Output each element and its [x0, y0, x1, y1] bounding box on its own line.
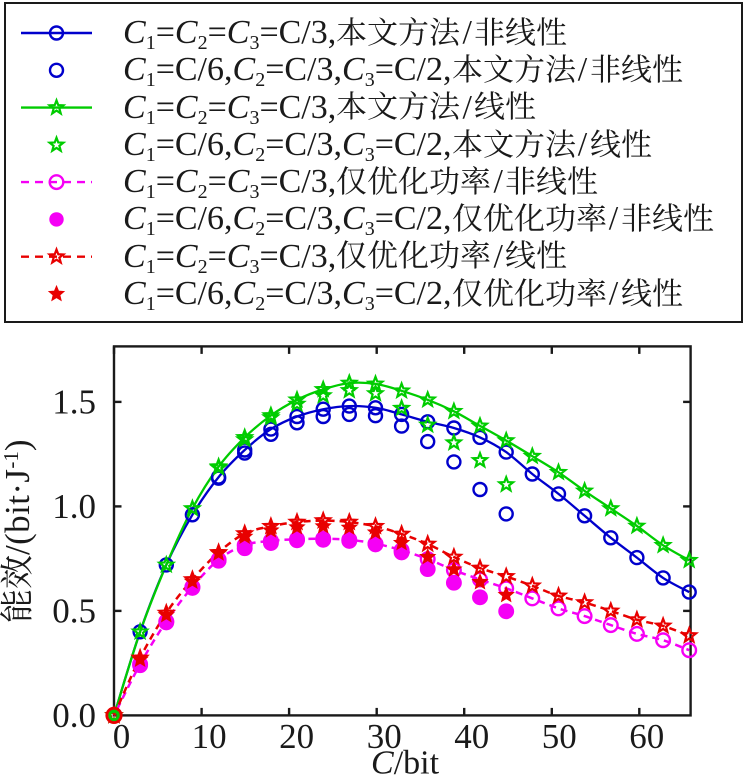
svg-text:1.5: 1.5 [52, 383, 96, 422]
svg-text:30: 30 [367, 717, 402, 756]
svg-text:1.0: 1.0 [52, 487, 96, 526]
svg-text:40: 40 [454, 717, 489, 756]
svg-text:0.5: 0.5 [52, 592, 96, 631]
svg-text:C/bit: C/bit [371, 745, 440, 780]
svg-text:10: 10 [192, 717, 227, 756]
svg-text:60: 60 [629, 717, 664, 756]
svg-text:0: 0 [113, 717, 131, 756]
svg-text:20: 20 [279, 717, 314, 756]
svg-text:50: 50 [542, 717, 577, 756]
svg-text:0.0: 0.0 [52, 696, 96, 735]
